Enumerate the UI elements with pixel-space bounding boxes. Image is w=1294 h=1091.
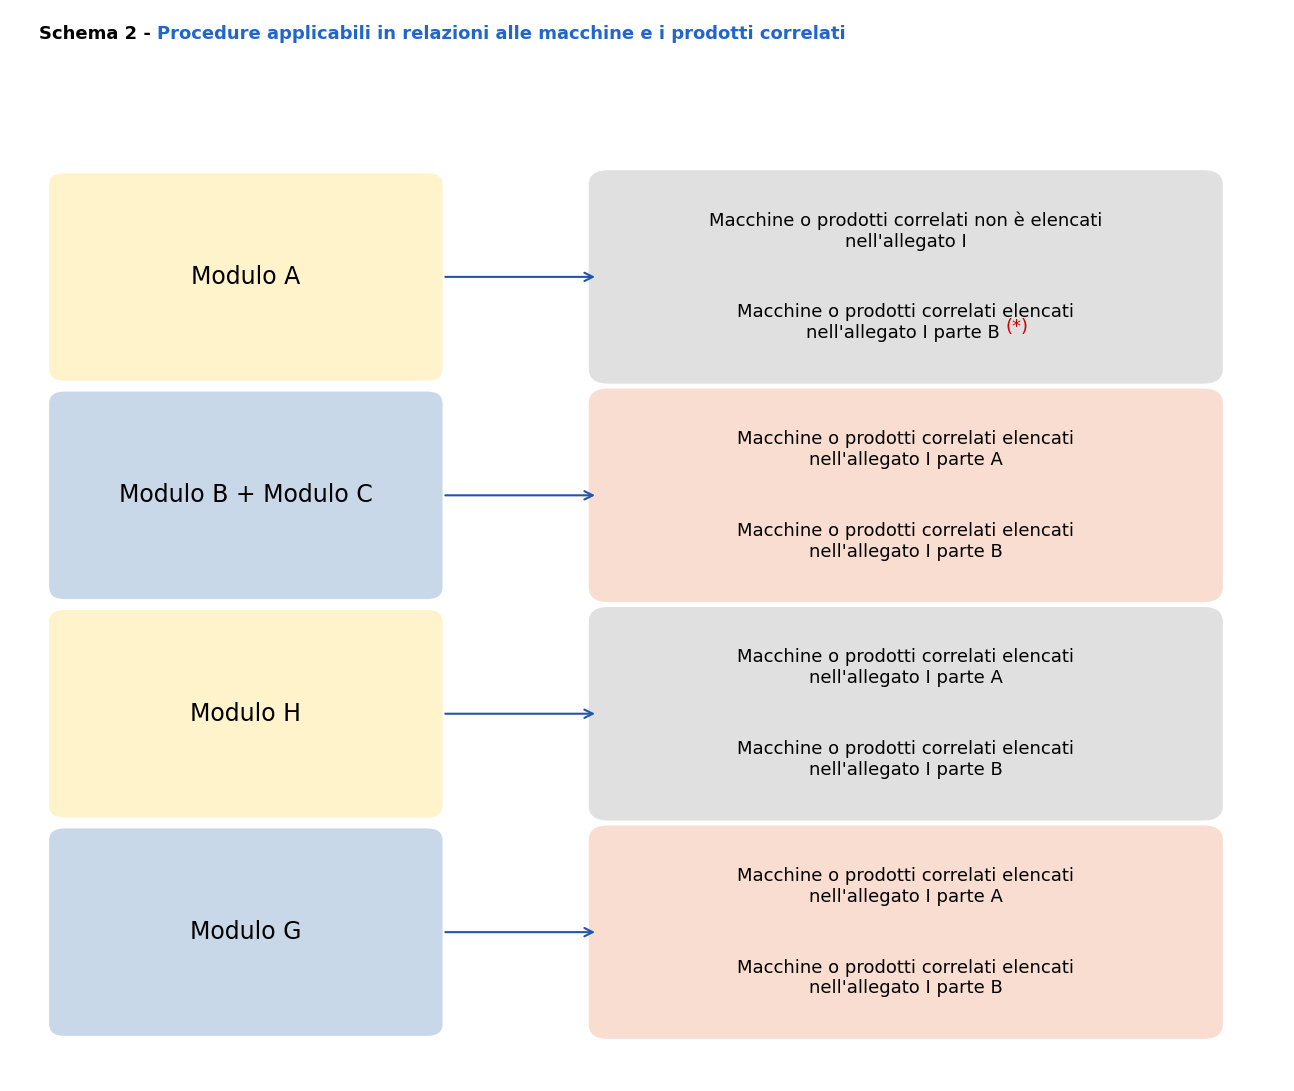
FancyBboxPatch shape [49,392,443,599]
FancyBboxPatch shape [49,610,443,817]
Text: Modulo B + Modulo C: Modulo B + Modulo C [119,483,373,507]
FancyBboxPatch shape [49,173,443,381]
Text: (*): (*) [1005,319,1029,336]
Text: Macchine o prodotti correlati elencati
nell'allegato I parte A: Macchine o prodotti correlati elencati n… [738,867,1074,906]
Text: Macchine o prodotti correlati elencati
nell'allegato I parte B: Macchine o prodotti correlati elencati n… [738,959,1074,997]
Text: Modulo A: Modulo A [192,265,300,289]
Text: Modulo H: Modulo H [190,702,302,726]
Text: Macchine o prodotti correlati non è elencati
nell'allegato I: Macchine o prodotti correlati non è elen… [709,212,1102,251]
Text: Macchine o prodotti correlati elencati
nell'allegato I parte A: Macchine o prodotti correlati elencati n… [738,430,1074,469]
Text: Macchine o prodotti correlati elencati
nell'allegato I parte A: Macchine o prodotti correlati elencati n… [738,648,1074,687]
FancyBboxPatch shape [589,388,1223,602]
Text: Macchine o prodotti correlati elencati
nell'allegato I parte B: Macchine o prodotti correlati elencati n… [738,521,1074,561]
FancyBboxPatch shape [589,826,1223,1039]
FancyBboxPatch shape [589,170,1223,384]
Text: Macchine o prodotti correlati elencati
nell'allegato I parte B: Macchine o prodotti correlati elencati n… [738,303,1074,343]
Text: Schema 2 -: Schema 2 - [39,25,157,44]
FancyBboxPatch shape [589,607,1223,820]
Text: Macchine o prodotti correlati elencati
nell'allegato I parte B: Macchine o prodotti correlati elencati n… [738,741,1074,779]
Text: Procedure applicabili in relazioni alle macchine e i prodotti correlati: Procedure applicabili in relazioni alle … [157,25,845,44]
FancyBboxPatch shape [49,828,443,1035]
Text: Modulo G: Modulo G [190,920,302,944]
